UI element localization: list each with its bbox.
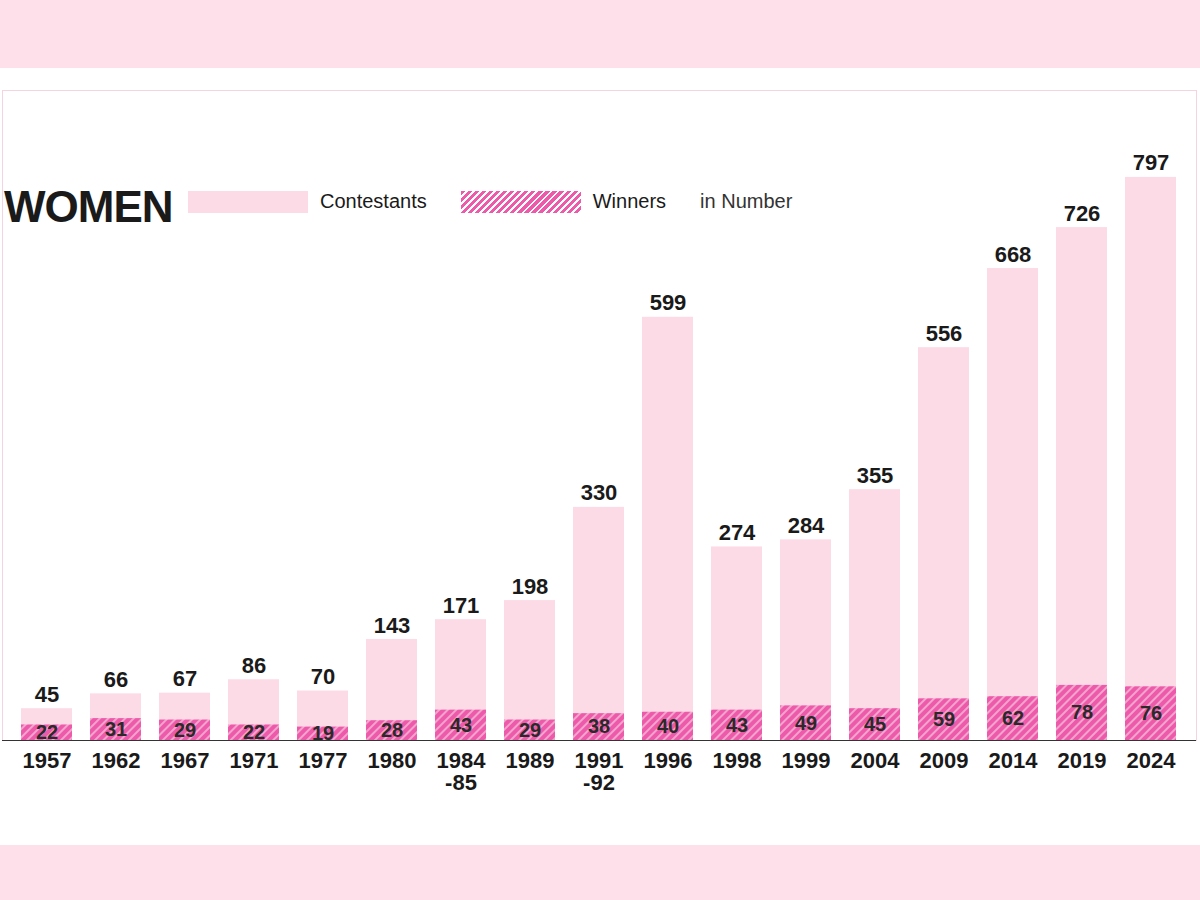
svg-text:40: 40 <box>657 715 679 737</box>
svg-text:171: 171 <box>443 593 480 618</box>
svg-text:198: 198 <box>512 574 549 599</box>
svg-text:1971: 1971 <box>230 748 279 773</box>
svg-text:284: 284 <box>788 513 825 538</box>
svg-text:66: 66 <box>104 667 128 692</box>
svg-text:49: 49 <box>795 712 817 734</box>
svg-text:29: 29 <box>174 719 196 741</box>
svg-text:2004: 2004 <box>851 748 901 773</box>
svg-text:2014: 2014 <box>989 748 1039 773</box>
svg-text:1962: 1962 <box>92 748 141 773</box>
svg-text:45: 45 <box>35 682 59 707</box>
svg-text:797: 797 <box>1133 150 1170 175</box>
svg-text:1967: 1967 <box>161 748 210 773</box>
svg-text:2009: 2009 <box>920 748 969 773</box>
svg-text:45: 45 <box>864 713 886 735</box>
svg-text:1977: 1977 <box>299 748 348 773</box>
html-text:in Number: in Number <box>700 190 793 212</box>
svg-text:599: 599 <box>650 290 687 315</box>
svg-text:668: 668 <box>995 242 1032 267</box>
svg-text:2019: 2019 <box>1058 748 1107 773</box>
svg-text:43: 43 <box>726 714 748 736</box>
svg-text:1984-85: 1984-85 <box>437 748 487 795</box>
svg-text:143: 143 <box>374 613 411 638</box>
html-text:Contestants: Contestants <box>320 190 427 212</box>
html-text:WOMEN: WOMEN <box>4 182 173 231</box>
svg-text:1957: 1957 <box>23 748 72 773</box>
svg-text:62: 62 <box>1002 707 1024 729</box>
svg-text:19: 19 <box>312 722 334 744</box>
svg-text:31: 31 <box>105 718 127 740</box>
svg-text:726: 726 <box>1064 201 1101 226</box>
svg-text:86: 86 <box>242 653 266 678</box>
svg-text:28: 28 <box>381 719 403 741</box>
svg-text:355: 355 <box>857 463 894 488</box>
svg-text:22: 22 <box>36 721 58 743</box>
svg-text:43: 43 <box>450 714 472 736</box>
svg-text:22: 22 <box>243 721 265 743</box>
svg-text:38: 38 <box>588 715 610 737</box>
svg-text:59: 59 <box>933 708 955 730</box>
svg-text:1991-92: 1991-92 <box>575 748 624 795</box>
svg-text:274: 274 <box>719 520 756 545</box>
svg-text:76: 76 <box>1140 702 1162 724</box>
svg-text:67: 67 <box>173 666 197 691</box>
svg-text:1999: 1999 <box>782 748 831 773</box>
svg-text:1998: 1998 <box>713 748 762 773</box>
svg-text:1996: 1996 <box>644 748 693 773</box>
svg-text:556: 556 <box>926 321 963 346</box>
html-text:Winners: Winners <box>592 190 667 212</box>
svg-text:29: 29 <box>519 719 541 741</box>
svg-text:1980: 1980 <box>368 748 417 773</box>
svg-text:330: 330 <box>581 480 618 505</box>
svg-text:1989: 1989 <box>506 748 555 773</box>
svg-text:2024: 2024 <box>1127 748 1177 773</box>
svg-text:78: 78 <box>1071 701 1093 723</box>
svg-text:70: 70 <box>311 664 335 689</box>
